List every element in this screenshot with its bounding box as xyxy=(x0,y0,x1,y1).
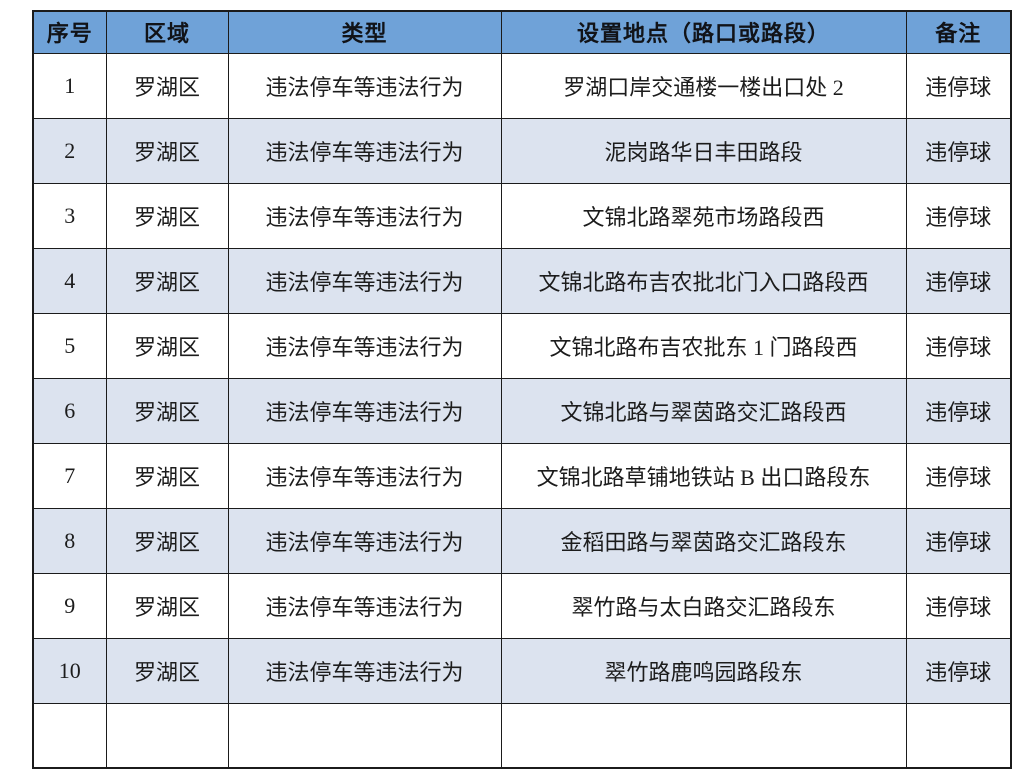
location-cell: 文锦北路布吉农批东 1 门路段西 xyxy=(500,312,907,379)
type-cell: 违法停车等违法行为 xyxy=(227,117,502,184)
district-cell: 罗湖区 xyxy=(105,117,229,184)
locations-table: 序号 区域 类型 设置地点（路口或路段） 备注 1 罗湖区 违法停车等违法行为 … xyxy=(32,10,1012,769)
district-cell: 罗湖区 xyxy=(105,442,229,509)
district-cell xyxy=(105,702,229,769)
remark-cell: 违停球 xyxy=(905,572,1012,639)
location-cell: 文锦北路翠苑市场路段西 xyxy=(500,182,907,249)
seq-cell: 8 xyxy=(32,507,107,574)
district-cell: 罗湖区 xyxy=(105,247,229,314)
column-header-seq: 序号 xyxy=(32,10,107,54)
location-cell: 翠竹路与太白路交汇路段东 xyxy=(500,572,907,639)
column-header-type: 类型 xyxy=(227,10,502,54)
seq-cell: 6 xyxy=(32,377,107,444)
seq-cell: 1 xyxy=(32,52,107,119)
seq-cell: 5 xyxy=(32,312,107,379)
table-body: 1 罗湖区 违法停车等违法行为 罗湖口岸交通楼一楼出口处 2 违停球 2 罗湖区… xyxy=(32,52,1012,769)
table-header: 序号 区域 类型 设置地点（路口或路段） 备注 xyxy=(32,10,1012,54)
header-row: 序号 区域 类型 设置地点（路口或路段） 备注 xyxy=(32,10,1012,54)
location-cell: 文锦北路与翠茵路交汇路段西 xyxy=(500,377,907,444)
remark-cell: 违停球 xyxy=(905,117,1012,184)
table-row: 1 罗湖区 违法停车等违法行为 罗湖口岸交通楼一楼出口处 2 违停球 xyxy=(32,52,1012,119)
type-cell: 违法停车等违法行为 xyxy=(227,637,502,704)
location-cell: 翠竹路鹿鸣园路段东 xyxy=(500,637,907,704)
district-cell: 罗湖区 xyxy=(105,312,229,379)
table-row: 7 罗湖区 违法停车等违法行为 文锦北路草铺地铁站 B 出口路段东 违停球 xyxy=(32,442,1012,509)
type-cell: 违法停车等违法行为 xyxy=(227,312,502,379)
remark-cell: 违停球 xyxy=(905,377,1012,444)
location-cell: 文锦北路草铺地铁站 B 出口路段东 xyxy=(500,442,907,509)
table-row: 2 罗湖区 违法停车等违法行为 泥岗路华日丰田路段 违停球 xyxy=(32,117,1012,184)
district-cell: 罗湖区 xyxy=(105,377,229,444)
district-cell: 罗湖区 xyxy=(105,572,229,639)
column-header-remark: 备注 xyxy=(905,10,1012,54)
seq-cell: 3 xyxy=(32,182,107,249)
type-cell: 违法停车等违法行为 xyxy=(227,442,502,509)
remark-cell: 违停球 xyxy=(905,247,1012,314)
table-row: 10 罗湖区 违法停车等违法行为 翠竹路鹿鸣园路段东 违停球 xyxy=(32,637,1012,704)
table-row: 6 罗湖区 违法停车等违法行为 文锦北路与翠茵路交汇路段西 违停球 xyxy=(32,377,1012,444)
seq-cell: 9 xyxy=(32,572,107,639)
table-row: 4 罗湖区 违法停车等违法行为 文锦北路布吉农批北门入口路段西 违停球 xyxy=(32,247,1012,314)
page: { "colors": { "header_bg": "#6fa2d8", "r… xyxy=(32,10,1012,769)
seq-cell xyxy=(32,702,107,769)
remark-cell: 违停球 xyxy=(905,182,1012,249)
type-cell: 违法停车等违法行为 xyxy=(227,377,502,444)
column-header-location: 设置地点（路口或路段） xyxy=(500,10,907,54)
table-row: 8 罗湖区 违法停车等违法行为 金稻田路与翠茵路交汇路段东 违停球 xyxy=(32,507,1012,574)
remark-cell: 违停球 xyxy=(905,52,1012,119)
seq-cell: 2 xyxy=(32,117,107,184)
table-row-partial xyxy=(32,702,1012,769)
table-row: 3 罗湖区 违法停车等违法行为 文锦北路翠苑市场路段西 违停球 xyxy=(32,182,1012,249)
seq-cell: 10 xyxy=(32,637,107,704)
type-cell: 违法停车等违法行为 xyxy=(227,247,502,314)
location-cell xyxy=(500,702,907,769)
remark-cell: 违停球 xyxy=(905,637,1012,704)
seq-cell: 7 xyxy=(32,442,107,509)
seq-cell: 4 xyxy=(32,247,107,314)
table-row: 5 罗湖区 违法停车等违法行为 文锦北路布吉农批东 1 门路段西 违停球 xyxy=(32,312,1012,379)
type-cell: 违法停车等违法行为 xyxy=(227,182,502,249)
district-cell: 罗湖区 xyxy=(105,637,229,704)
column-header-district: 区域 xyxy=(105,10,229,54)
district-cell: 罗湖区 xyxy=(105,182,229,249)
remark-cell: 违停球 xyxy=(905,312,1012,379)
location-cell: 罗湖口岸交通楼一楼出口处 2 xyxy=(500,52,907,119)
type-cell: 违法停车等违法行为 xyxy=(227,572,502,639)
district-cell: 罗湖区 xyxy=(105,507,229,574)
district-cell: 罗湖区 xyxy=(105,52,229,119)
type-cell: 违法停车等违法行为 xyxy=(227,52,502,119)
type-cell xyxy=(227,702,502,769)
location-cell: 文锦北路布吉农批北门入口路段西 xyxy=(500,247,907,314)
location-cell: 泥岗路华日丰田路段 xyxy=(500,117,907,184)
type-cell: 违法停车等违法行为 xyxy=(227,507,502,574)
table-row: 9 罗湖区 违法停车等违法行为 翠竹路与太白路交汇路段东 违停球 xyxy=(32,572,1012,639)
remark-cell: 违停球 xyxy=(905,442,1012,509)
remark-cell xyxy=(905,702,1012,769)
remark-cell: 违停球 xyxy=(905,507,1012,574)
location-cell: 金稻田路与翠茵路交汇路段东 xyxy=(500,507,907,574)
